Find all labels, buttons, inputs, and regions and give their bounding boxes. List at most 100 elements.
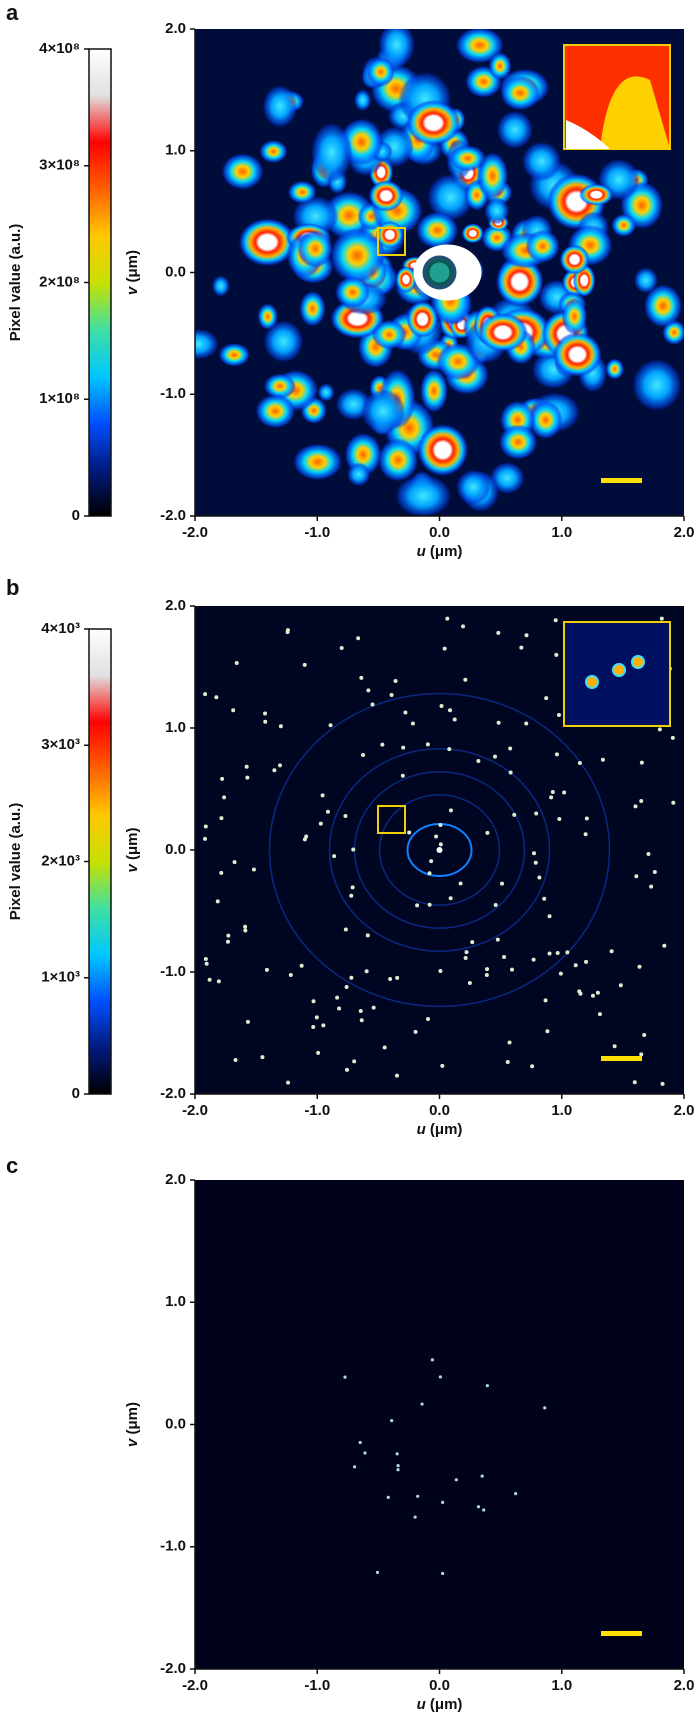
speckle — [485, 1384, 489, 1388]
x-axis-label: u (μm) — [417, 543, 463, 560]
speckle — [547, 914, 552, 919]
speckle — [482, 1508, 486, 1512]
speckle — [311, 1025, 316, 1030]
speckle — [351, 847, 356, 852]
ring — [328, 748, 551, 952]
speckle — [485, 830, 490, 835]
speckle — [461, 624, 466, 629]
speckle — [264, 967, 269, 972]
y-axis-symbol: v — [124, 285, 141, 295]
panel-label: a — [6, 0, 19, 25]
speckle — [427, 173, 475, 221]
speckle — [595, 990, 600, 995]
speckle — [356, 636, 361, 641]
x-tick-label: 2.0 — [674, 1677, 695, 1694]
x-tick-label: -1.0 — [304, 524, 330, 541]
speckle — [440, 1063, 445, 1068]
speckle — [403, 710, 408, 715]
speckle — [406, 300, 439, 338]
speckle — [660, 1081, 665, 1086]
speckle — [558, 971, 563, 976]
speckle — [310, 122, 353, 184]
speckle — [263, 373, 297, 399]
speckle — [508, 746, 513, 751]
speckle — [377, 438, 419, 482]
speckle — [349, 975, 354, 980]
x-tick-label: 0.0 — [429, 524, 450, 541]
speckle — [649, 884, 654, 889]
y-axis-unit: (μm) — [124, 1402, 141, 1435]
speckle — [532, 851, 537, 856]
speckle — [452, 717, 457, 722]
speckle — [243, 924, 248, 929]
speckle — [632, 358, 682, 412]
speckle — [525, 229, 560, 264]
speckle — [406, 100, 461, 146]
y-tick-label: -2.0 — [160, 1660, 186, 1677]
image — [195, 29, 684, 516]
speckle — [257, 303, 278, 330]
speckle — [220, 776, 225, 781]
y-tick-label: 2.0 — [165, 20, 186, 37]
speckle — [600, 757, 605, 762]
speckle — [395, 975, 400, 980]
speckle — [233, 1057, 238, 1062]
speckle — [352, 1059, 357, 1064]
colorbar-tick-label: 1×10⁸ — [39, 390, 80, 407]
speckle — [476, 1505, 481, 1509]
speckle — [561, 297, 588, 336]
speckle — [390, 1419, 394, 1423]
speckle — [447, 708, 452, 713]
speckle — [407, 830, 412, 835]
speckle — [396, 1468, 400, 1472]
colorbar-tick-label: 2×10³ — [41, 852, 80, 869]
central-core — [429, 262, 450, 283]
speckle — [554, 752, 559, 757]
speckle — [652, 869, 657, 874]
colorbar-tick-label: 3×10⁸ — [39, 157, 80, 174]
y-tick-label: 2.0 — [165, 1171, 186, 1188]
speckle — [325, 809, 330, 814]
speckle — [343, 927, 348, 932]
speckle — [370, 702, 375, 707]
speckle — [225, 939, 230, 944]
speckle — [463, 956, 468, 961]
speckle — [203, 824, 208, 829]
speckle — [395, 266, 417, 293]
speckle — [455, 29, 504, 64]
speckle — [493, 902, 498, 907]
speckle — [314, 1015, 319, 1020]
speckle — [317, 383, 335, 402]
speckle — [400, 773, 405, 778]
speckle — [565, 950, 570, 955]
speckle — [500, 881, 505, 886]
speckle — [507, 1040, 512, 1045]
panel-label: c — [6, 1153, 18, 1178]
scale-bar — [601, 1631, 642, 1636]
speckle — [311, 999, 316, 1004]
speckle — [413, 1515, 417, 1519]
speckle — [434, 834, 439, 839]
speckle — [221, 153, 264, 190]
inset-spot — [585, 675, 599, 689]
speckle — [549, 795, 554, 800]
speckle — [543, 1406, 547, 1410]
x-axis-symbol: u — [417, 543, 426, 560]
inset-detail — [566, 120, 610, 149]
speckle — [417, 423, 469, 477]
speckle — [286, 1080, 291, 1085]
speckle — [219, 870, 224, 875]
colorbar-label: Pixel value (a.u.) — [7, 803, 24, 921]
image — [195, 606, 684, 1094]
speckle — [349, 893, 354, 898]
speckle — [447, 747, 452, 752]
speckle — [430, 1358, 434, 1362]
speckle — [562, 790, 567, 795]
x-axis-unit: (μm) — [430, 543, 463, 560]
speckle — [427, 871, 432, 876]
speckle — [288, 972, 293, 977]
colorbar-tick-label: 4×10³ — [41, 620, 80, 637]
speckle — [556, 712, 561, 717]
x-tick-label: 2.0 — [674, 1102, 695, 1119]
inset-marker — [377, 805, 406, 834]
